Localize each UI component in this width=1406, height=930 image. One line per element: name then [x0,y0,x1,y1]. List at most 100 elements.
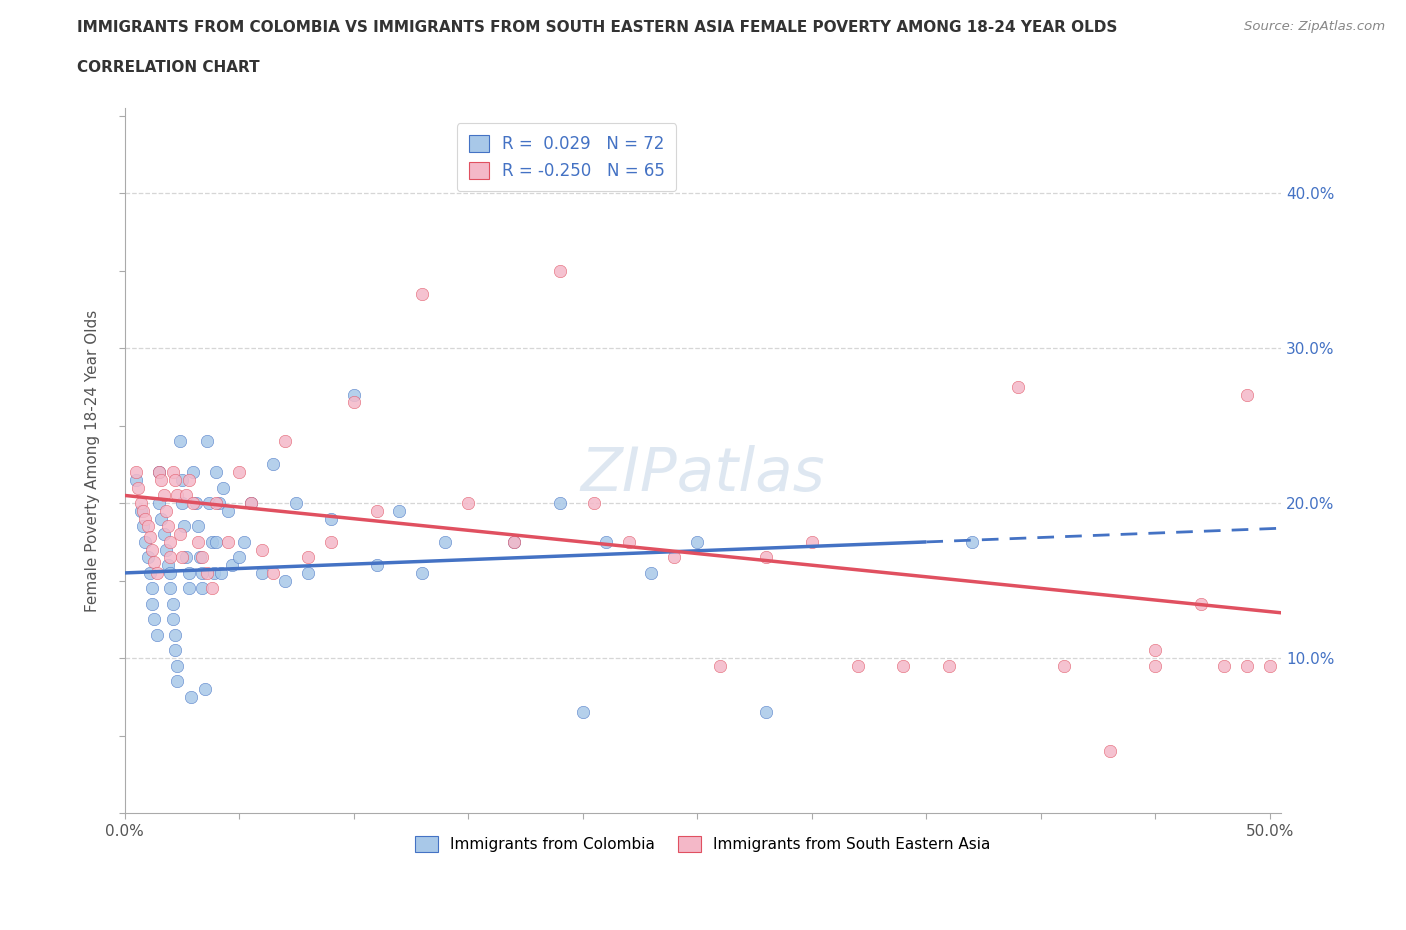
Point [366,558,388,573]
Point [184,496,207,511]
Point [136,519,159,534]
Point [263,565,285,580]
Point [239,496,262,511]
Point [163,628,186,643]
Point [319,512,342,526]
Point [548,496,571,511]
Point [250,542,273,557]
Point [141,542,163,557]
Point [434,535,457,550]
Point [343,395,366,410]
Point [411,286,433,301]
Point [201,581,224,596]
Point [180,689,202,704]
Point [150,472,173,487]
Point [800,535,823,550]
Point [503,535,526,550]
Point [411,565,433,580]
Point [217,503,239,518]
Point [159,565,181,580]
Point [960,535,983,550]
Point [177,472,200,487]
Point [457,496,479,511]
Point [250,565,273,580]
Point [169,433,191,448]
Point [548,263,571,278]
Point [640,565,662,580]
Point [285,496,308,511]
Point [152,526,174,541]
Point [228,550,250,565]
Point [132,519,155,534]
Text: Source: ZipAtlas.com: Source: ZipAtlas.com [1244,20,1385,33]
Point [159,550,181,565]
Point [938,658,960,673]
Point [1258,658,1281,673]
Point [583,496,606,511]
Legend: Immigrants from Colombia, Immigrants from South Eastern Asia: Immigrants from Colombia, Immigrants fro… [409,830,997,858]
Point [274,573,297,588]
Point [195,433,218,448]
Point [169,526,191,541]
Point [212,480,235,495]
Point [1236,387,1258,402]
Point [177,581,200,596]
Point [157,519,180,534]
Point [1282,651,1305,666]
Point [198,496,221,511]
Point [686,535,709,550]
Point [503,535,526,550]
Point [143,554,166,569]
Point [166,658,188,673]
Point [297,565,319,580]
Text: CORRELATION CHART: CORRELATION CHART [77,60,260,75]
Point [263,457,285,472]
Point [145,565,167,580]
Point [755,550,778,565]
Y-axis label: Female Poverty Among 18-24 Year Olds: Female Poverty Among 18-24 Year Olds [86,310,100,612]
Point [228,465,250,480]
Point [207,496,229,511]
Point [187,535,209,550]
Point [155,542,177,557]
Point [134,535,156,550]
Point [162,465,184,480]
Point [1098,744,1121,759]
Point [201,535,224,550]
Point [148,465,170,480]
Point [195,565,218,580]
Point [1144,643,1167,658]
Point [755,705,778,720]
Point [205,465,228,480]
Point [1144,658,1167,673]
Point [157,558,180,573]
Point [152,488,174,503]
Point [1213,658,1236,673]
Point [1236,658,1258,673]
Point [143,612,166,627]
Point [150,512,173,526]
Point [1305,379,1327,394]
Point [132,503,155,518]
Point [155,503,177,518]
Point [846,658,869,673]
Point [664,550,686,565]
Point [159,535,181,550]
Point [183,465,205,480]
Point [1053,658,1076,673]
Point [166,674,188,689]
Point [187,519,209,534]
Point [162,612,184,627]
Point [191,581,214,596]
Point [194,682,217,697]
Point [173,519,195,534]
Point [595,535,617,550]
Point [183,496,205,511]
Point [125,472,148,487]
Point [162,596,184,611]
Text: ZIPatlas: ZIPatlas [581,445,825,504]
Point [319,535,342,550]
Point [893,658,915,673]
Point [159,581,181,596]
Point [239,496,262,511]
